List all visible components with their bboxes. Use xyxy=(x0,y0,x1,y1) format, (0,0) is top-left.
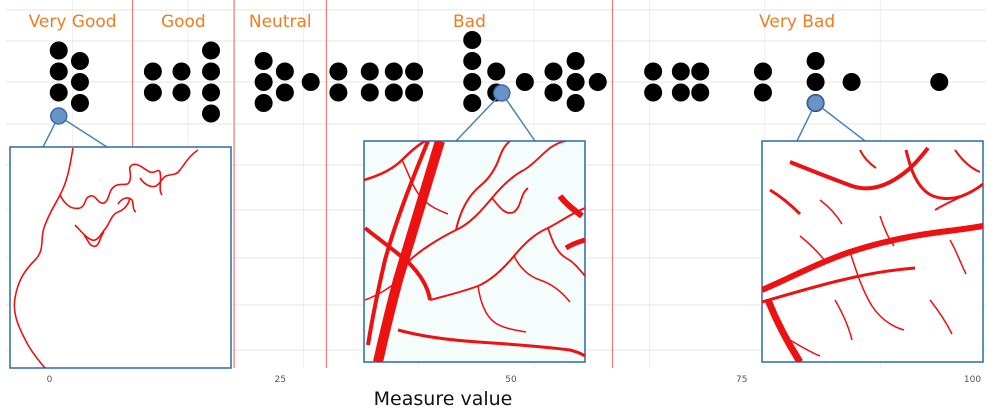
inset-drawing xyxy=(762,146,983,362)
data-dot xyxy=(463,31,482,49)
x-tick-label: 100 xyxy=(964,375,981,385)
highlighted-point xyxy=(49,107,68,125)
data-dot xyxy=(329,83,348,102)
data-dot xyxy=(275,83,294,102)
category-label: Neutral xyxy=(249,12,312,32)
data-dot xyxy=(360,62,379,81)
data-dot xyxy=(544,83,563,102)
data-dot xyxy=(301,73,320,91)
data-dot xyxy=(329,62,348,81)
data-dot xyxy=(930,73,949,91)
data-dot xyxy=(463,73,482,91)
category-label: Good xyxy=(161,12,206,32)
data-dot xyxy=(384,83,403,102)
data-dot xyxy=(566,94,585,112)
dots-layer xyxy=(49,31,949,123)
data-dot xyxy=(254,94,273,112)
inset-drawing xyxy=(13,147,199,368)
inset-bad xyxy=(363,140,586,363)
data-dot xyxy=(515,73,534,91)
data-dot xyxy=(70,73,89,91)
category-label: Bad xyxy=(453,12,486,32)
highlighted-point xyxy=(493,84,511,102)
data-dot xyxy=(463,52,482,70)
data-dot xyxy=(70,94,89,112)
inset-connector xyxy=(58,115,108,148)
data-dot xyxy=(254,52,273,70)
data-dot xyxy=(202,41,221,60)
inset-connector xyxy=(455,92,503,142)
data-dot xyxy=(49,62,68,81)
inset-very-bad xyxy=(761,140,984,363)
data-dot xyxy=(487,62,506,81)
data-dot xyxy=(49,41,68,60)
inset-connector xyxy=(501,92,536,142)
inset-frame xyxy=(761,140,984,363)
x-tick-label: 75 xyxy=(736,375,747,385)
x-tick-label: 25 xyxy=(275,375,286,385)
data-dot xyxy=(753,62,772,81)
data-dot xyxy=(405,62,424,81)
data-dot xyxy=(566,73,585,91)
data-dot xyxy=(842,73,861,91)
data-dot xyxy=(405,83,424,102)
data-dot xyxy=(691,83,710,102)
connectors-layer xyxy=(42,84,866,148)
inset-connector xyxy=(815,102,866,142)
data-dot xyxy=(143,83,162,102)
data-dot xyxy=(202,83,221,102)
x-tick-label: 50 xyxy=(505,375,517,385)
data-dot xyxy=(806,52,825,70)
data-dot xyxy=(753,83,772,102)
data-dot xyxy=(275,62,294,81)
data-dot xyxy=(644,62,663,81)
category-label: Very Good xyxy=(29,12,117,32)
data-dot xyxy=(566,52,585,70)
inset-very-good xyxy=(9,146,232,369)
data-dot xyxy=(671,83,690,102)
data-dot xyxy=(360,83,379,102)
data-dot xyxy=(202,62,221,81)
highlighted-point xyxy=(806,94,825,112)
data-dot xyxy=(202,104,221,123)
inset-frame xyxy=(363,140,586,363)
data-dot xyxy=(49,83,68,102)
category-label: Very Bad xyxy=(759,12,835,32)
data-dot xyxy=(254,73,273,91)
inset-frame xyxy=(9,146,232,369)
x-axis-title: Measure value xyxy=(374,388,513,410)
x-axis-ticks: 0 25 50 75 100 xyxy=(47,375,982,385)
data-dot xyxy=(463,94,482,112)
data-dot xyxy=(70,52,89,70)
data-dot xyxy=(644,83,663,102)
category-labels: Very Good Good Neutral Bad Very Bad xyxy=(29,12,836,32)
data-dot xyxy=(172,83,191,102)
data-dot xyxy=(544,62,563,81)
data-dot xyxy=(691,62,710,81)
data-dot xyxy=(143,62,162,81)
data-dot xyxy=(588,73,607,91)
data-dot xyxy=(172,62,191,81)
data-dot xyxy=(671,62,690,81)
x-tick-label: 0 xyxy=(47,375,53,385)
data-dot xyxy=(384,62,403,81)
inset-drawing xyxy=(364,141,585,362)
data-dot xyxy=(806,73,825,91)
